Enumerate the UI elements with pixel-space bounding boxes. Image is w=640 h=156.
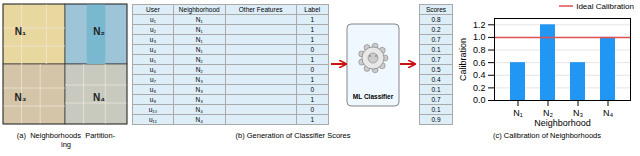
html-text:1: 1: [310, 56, 315, 63]
html-text:1: 1: [310, 116, 315, 123]
svg-text:N₃: N₃: [573, 108, 583, 118]
svg-text:N₁: N₁: [15, 26, 26, 37]
svg-text:1.2: 1.2: [473, 20, 486, 30]
html-text:0.1: 0.1: [431, 46, 441, 53]
svg-text:1.0: 1.0: [473, 32, 486, 42]
html-text:u₈: u₈: [149, 86, 157, 93]
html-text:0.5: 0.5: [431, 66, 441, 73]
html-text:N₄: N₄: [195, 116, 203, 123]
html-text:1: 1: [310, 76, 315, 83]
html-text:N₁: N₁: [195, 26, 203, 33]
svg-text:N₁: N₁: [513, 108, 523, 118]
html-text:u₃: u₃: [149, 36, 157, 43]
html-text:N₃: N₃: [195, 96, 203, 103]
svg-text:N₃: N₃: [14, 92, 26, 103]
html-text:1: 1: [310, 96, 315, 103]
svg-text:N₂: N₂: [93, 26, 105, 37]
html-text:u₁₀: u₁₀: [148, 106, 158, 113]
html-text:Other Features: Other Features: [238, 6, 283, 13]
html-text:u₆: u₆: [149, 66, 157, 73]
svg-text:0.6: 0.6: [473, 58, 486, 68]
html-text:Scores: Scores: [425, 6, 447, 13]
html-text:0: 0: [310, 66, 315, 73]
svg-text:0.8: 0.8: [473, 45, 486, 55]
html-text:0: 0: [310, 86, 315, 93]
html-text:N₃: N₃: [195, 86, 203, 93]
html-text:(c) Calibration of Neighborhoo: (c) Calibration of Neighborhoods: [493, 131, 601, 140]
html-text:u₇: u₇: [150, 76, 156, 83]
svg-text:0.4: 0.4: [473, 70, 486, 80]
html-text:0.8: 0.8: [431, 16, 441, 23]
html-text:N₄: N₄: [195, 106, 203, 113]
html-text:(a) Neighborhoods Partition- i: (a) Neighborhoods Partition- ing: [16, 131, 116, 149]
html-text:0.9: 0.9: [431, 116, 441, 123]
html-text:(b) Generation of Classifier S: (b) Generation of Classifier Scores: [235, 131, 351, 140]
html-text:N₂: N₂: [195, 56, 203, 63]
html-text:u₅: u₅: [149, 56, 157, 63]
html-text:N₁: N₁: [195, 16, 203, 23]
svg-text:N₂: N₂: [543, 108, 553, 118]
html-text:u₁: u₁: [150, 16, 156, 23]
html-text:u₉: u₉: [149, 96, 157, 103]
html-text:N₂: N₂: [195, 66, 203, 73]
svg-text:ML Classifier: ML Classifier: [353, 93, 394, 100]
svg-text:Calibration: Calibration: [458, 38, 468, 81]
html-text:N₃: N₃: [195, 76, 203, 83]
svg-text:N₄: N₄: [93, 92, 105, 103]
html-text:0: 0: [310, 46, 315, 53]
html-text:0.7: 0.7: [431, 36, 441, 43]
html-text:0: 0: [310, 106, 315, 113]
svg-text:0.2: 0.2: [473, 83, 486, 93]
html-text:1: 1: [310, 26, 315, 33]
svg-text:N₄: N₄: [603, 108, 613, 118]
html-text:0.4: 0.4: [431, 76, 441, 83]
svg-text:0.0: 0.0: [473, 95, 486, 105]
svg-text:Neighborhood: Neighborhood: [534, 118, 591, 128]
html-text:Label: Label: [304, 6, 321, 13]
html-text:User: User: [146, 6, 160, 13]
html-text:Ideal Calibration: Ideal Calibration: [576, 1, 634, 11]
html-text:N₁: N₁: [195, 46, 203, 53]
html-text:u₂: u₂: [149, 26, 156, 33]
html-text:Neighborhood: Neighborhood: [178, 6, 220, 13]
html-text:1: 1: [310, 16, 315, 23]
html-text:0.7: 0.7: [431, 56, 441, 63]
html-text:0.1: 0.1: [431, 86, 441, 93]
html-text:0.1: 0.1: [431, 106, 441, 113]
html-text:N₁: N₁: [195, 36, 203, 43]
html-text:u₄: u₄: [149, 46, 157, 53]
html-text:0.7: 0.7: [431, 96, 441, 103]
html-text:u₁₁: u₁₁: [149, 116, 157, 123]
html-text:0.2: 0.2: [431, 26, 441, 33]
html-text:1: 1: [310, 36, 315, 43]
